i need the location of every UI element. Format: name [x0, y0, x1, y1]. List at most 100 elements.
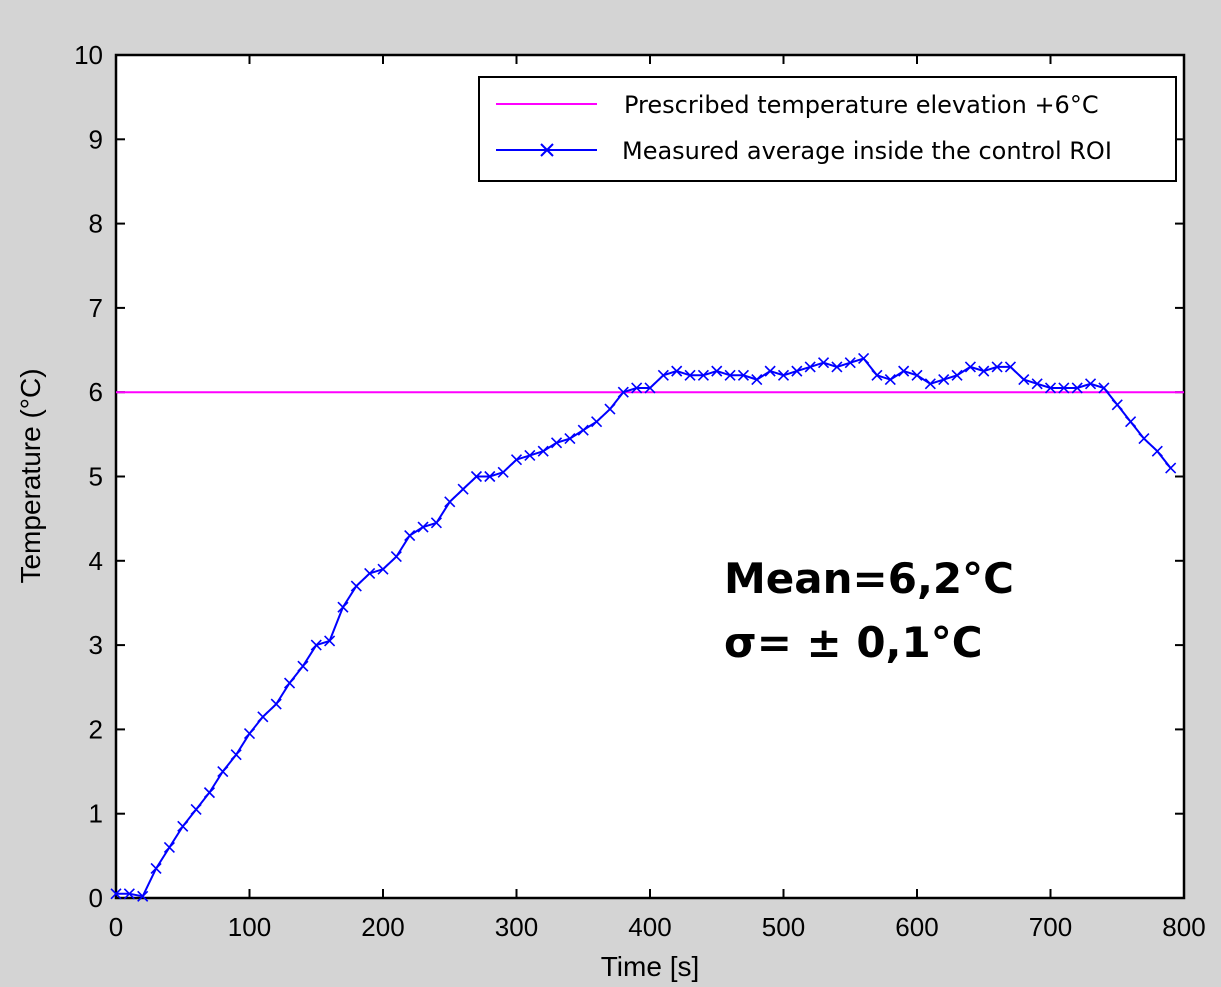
measured-data-point [404, 529, 416, 542]
measured-data-point [484, 470, 496, 483]
measured-data-point [844, 357, 856, 369]
measured-data-point [457, 483, 469, 495]
measured-data-point [777, 369, 790, 381]
y-tick-label: 3 [89, 630, 103, 660]
measured-data-point [751, 373, 763, 386]
measured-data-point [737, 369, 750, 381]
measured-data-point [1084, 378, 1097, 390]
measured-data-point [804, 361, 816, 373]
x-tick-label: 800 [1162, 912, 1205, 942]
measured-data-point [964, 361, 976, 373]
axis-ticks: 0 100 200 300 400 500 600 700 800 0 1 2 3 4 5 6 7 8 9 10 [74, 40, 1206, 942]
measured-data-point [831, 361, 843, 373]
x-tick-label: 600 [895, 912, 938, 942]
legend-label-measured: Measured average inside the control ROI [622, 137, 1112, 165]
sigma-annotation: σ= ± 0,1°C [724, 618, 983, 667]
measured-data-point [364, 567, 376, 580]
x-tick-label: 200 [361, 912, 404, 942]
measured-data-point [1151, 445, 1163, 457]
measured-data-point [110, 888, 122, 900]
measured-data-point [697, 369, 709, 381]
mean-annotation: Mean=6,2°C [724, 554, 1014, 603]
measured-data-point [390, 551, 402, 563]
series-layer [110, 352, 1184, 902]
y-tick-label: 2 [89, 714, 103, 744]
measured-data-point [497, 466, 509, 478]
measured-data-point [377, 563, 389, 575]
measured-data-point [537, 445, 549, 457]
measured-data-point [217, 765, 229, 778]
measured-data-point [671, 365, 683, 377]
measured-data-point [297, 660, 309, 672]
measured-data-point [1138, 432, 1150, 445]
y-tick-label: 4 [89, 546, 103, 576]
x-tick-label: 500 [762, 912, 805, 942]
measured-data-point [791, 365, 803, 377]
measured-data-point [1071, 382, 1083, 394]
measured-data-point [510, 454, 523, 466]
measured-data-point [1044, 382, 1057, 394]
measured-data-point [591, 416, 603, 428]
measured-data-point [884, 373, 896, 386]
measured-data-point [657, 369, 669, 381]
measured-data-point [1111, 399, 1123, 411]
measured-data-point [577, 424, 589, 436]
measured-data-point [230, 749, 242, 761]
y-tick-label: 5 [89, 462, 103, 492]
measured-data-point [430, 517, 442, 529]
measured-data-point [190, 803, 202, 816]
y-tick-label: 10 [74, 40, 103, 70]
measured-data-point [631, 382, 643, 394]
measured-data-point [417, 521, 429, 533]
legend-label-prescribed: Prescribed temperature elevation +6°C [624, 91, 1099, 119]
measured-data-point [524, 449, 536, 461]
legend-marker-measured [540, 143, 554, 157]
measured-data-point [444, 496, 456, 508]
y-tick-label: 8 [89, 209, 103, 239]
measured-data-point [978, 365, 990, 377]
measured-data-point [324, 635, 336, 647]
measured-data-point [1058, 382, 1070, 394]
legend: Prescribed temperature elevation +6°C Me… [478, 76, 1177, 182]
measured-data-point [924, 378, 936, 390]
measured-data-point [337, 601, 349, 613]
measured-data-point [1125, 416, 1137, 428]
measured-data-point [684, 369, 696, 381]
measured-data-point [177, 820, 189, 832]
measured-data-point [617, 386, 629, 398]
measured-data-point [644, 382, 656, 394]
measured-data-point [817, 357, 830, 369]
measured-data-point [550, 437, 563, 449]
measured-data-point [283, 677, 296, 689]
measured-data-point [163, 841, 175, 853]
x-tick-label: 300 [495, 912, 538, 942]
y-tick-label: 0 [89, 883, 103, 913]
x-tick-label: 0 [109, 912, 123, 942]
measured-data-point [203, 787, 216, 799]
measured-data-point [764, 365, 776, 377]
y-tick-label: 1 [89, 799, 103, 829]
measured-data-point [1165, 462, 1177, 474]
measured-data-point [1031, 378, 1043, 390]
measured-data-point [310, 639, 322, 651]
measured-data-point [150, 862, 162, 875]
legend-box [478, 76, 1177, 182]
measured-data-point [350, 580, 362, 592]
measured-data-point [604, 403, 616, 415]
x-tick-label: 700 [1029, 912, 1072, 942]
measured-data-point [137, 890, 149, 902]
x-axis-label: Time [s] [601, 951, 700, 982]
measured-data-point [1098, 382, 1110, 394]
measured-data-point [243, 728, 256, 740]
x-tick-label: 100 [228, 912, 271, 942]
measured-data-point [564, 432, 576, 445]
y-axis-label: Temperature (°C) [15, 368, 46, 583]
measured-data-point [858, 352, 870, 365]
measured-data-point [1018, 373, 1030, 386]
measured-data-point [951, 369, 963, 381]
measured-data-point [871, 369, 883, 381]
x-tick-label: 400 [628, 912, 671, 942]
measured-data-point [470, 470, 483, 483]
